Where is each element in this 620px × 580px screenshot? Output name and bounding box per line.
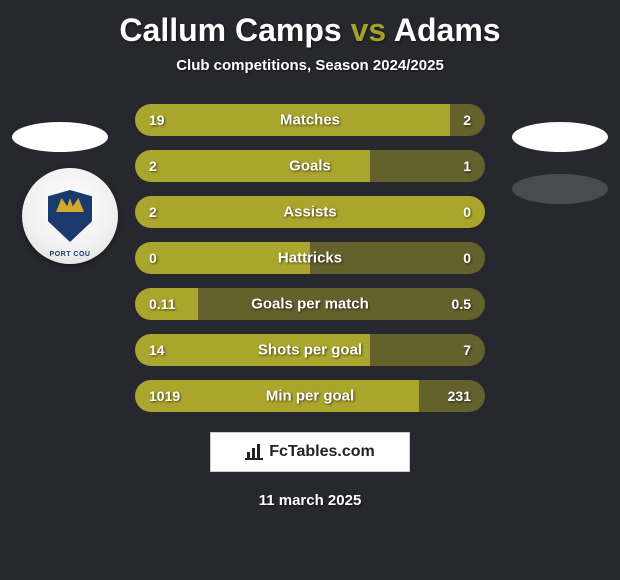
stat-label: Shots per goal: [258, 342, 362, 359]
stat-value-left: 19: [149, 112, 165, 128]
stat-value-right: 2: [463, 112, 471, 128]
bar-segment-left: [135, 150, 370, 182]
stat-row: 14 7 Shots per goal: [135, 334, 485, 366]
stat-row: 19 2 Matches: [135, 104, 485, 136]
stat-label: Matches: [280, 112, 340, 129]
stat-row: 0 0 Hattricks: [135, 242, 485, 274]
stat-value-right: 0.5: [452, 296, 471, 312]
stat-row: 2 1 Goals: [135, 150, 485, 182]
stat-row: 2 0 Assists: [135, 196, 485, 228]
stat-label: Goals per match: [251, 296, 369, 313]
stat-value-right: 0: [463, 204, 471, 220]
vs-text: vs: [351, 12, 387, 48]
site-logo[interactable]: FcTables.com: [210, 432, 410, 472]
subtitle: Club competitions, Season 2024/2025: [0, 57, 620, 74]
chart-icon: [245, 444, 263, 460]
player2-name: Adams: [394, 12, 501, 48]
stat-value-right: 7: [463, 342, 471, 358]
stat-value-right: 1: [463, 158, 471, 174]
comparison-title: Callum Camps vs Adams: [0, 0, 620, 49]
site-logo-text: FcTables.com: [269, 443, 375, 461]
stat-value-left: 1019: [149, 388, 180, 404]
stat-value-right: 0: [463, 250, 471, 266]
stat-label: Goals: [289, 158, 331, 175]
stat-row: 0.11 0.5 Goals per match: [135, 288, 485, 320]
player1-name: Callum Camps: [119, 12, 341, 48]
stat-label: Assists: [283, 204, 336, 221]
crest-shield-icon: [48, 190, 92, 242]
date-label: 11 march 2025: [0, 492, 620, 509]
stat-value-left: 2: [149, 158, 157, 174]
stat-value-left: 0: [149, 250, 157, 266]
crest-text: PORT COU: [50, 251, 91, 258]
club-badge-player2-top-placeholder: [512, 122, 608, 152]
stat-value-left: 2: [149, 204, 157, 220]
stat-value-left: 14: [149, 342, 165, 358]
club-badge-player1-placeholder: [12, 122, 108, 152]
stat-label: Hattricks: [278, 250, 342, 267]
stat-value-right: 231: [448, 388, 471, 404]
club-crest-player1: PORT COU: [22, 168, 118, 264]
stat-value-left: 0.11: [149, 296, 175, 312]
club-badge-player2-bottom-placeholder: [512, 174, 608, 204]
stat-row: 1019 231 Min per goal: [135, 380, 485, 412]
stats-bars-container: 19 2 Matches 2 1 Goals 2 0 Assists 0 0 Hattricks 0.1…: [135, 104, 485, 412]
stat-label: Min per goal: [266, 388, 354, 405]
